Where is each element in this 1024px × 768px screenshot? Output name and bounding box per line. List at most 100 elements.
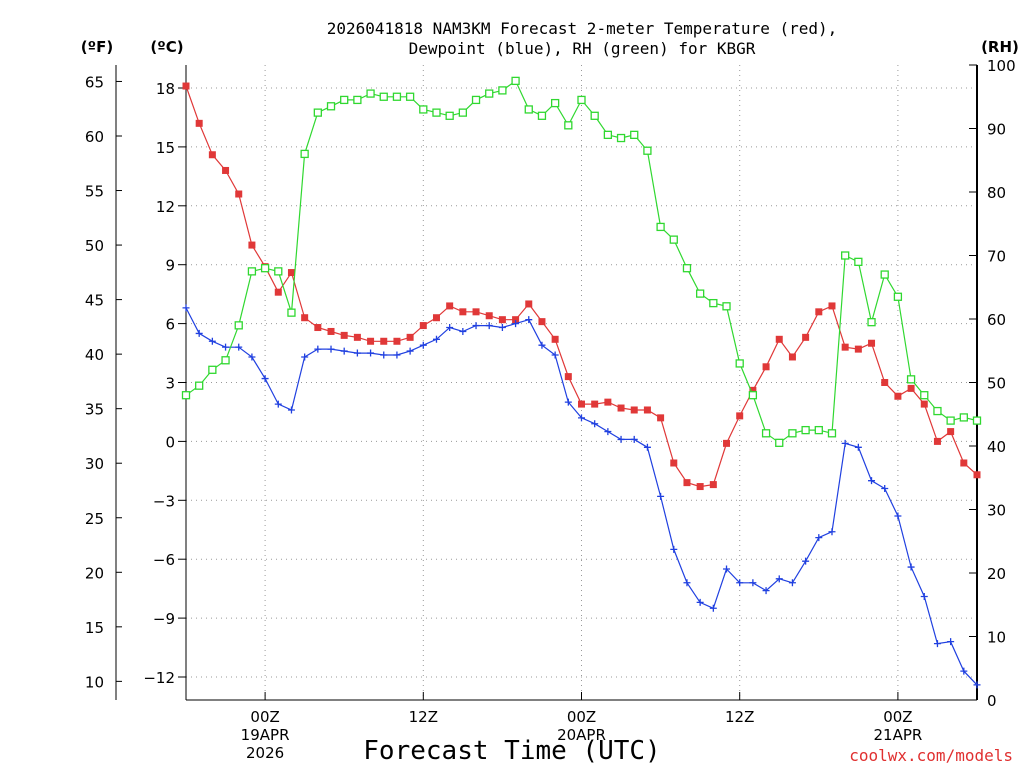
dewpoint-point	[907, 563, 915, 571]
dewpoint-point	[841, 439, 849, 447]
dewpoint-point	[868, 477, 876, 485]
dewpoint-point	[261, 375, 269, 383]
temperature-point	[591, 400, 599, 408]
dewpoint-point	[933, 640, 941, 648]
temperature-point	[815, 308, 823, 316]
rh-tick-label: 40	[987, 438, 1006, 456]
fahrenheit-tick-label: 15	[85, 619, 104, 637]
rh-point	[300, 149, 309, 159]
series-temperature	[182, 82, 981, 491]
temperature-point	[749, 386, 757, 394]
temperature-point	[222, 166, 230, 174]
rh-point	[564, 121, 573, 130]
time-tick-label: 19APR	[241, 726, 290, 744]
temperature-point	[314, 324, 322, 332]
temperature-point	[208, 151, 216, 159]
rh-point	[801, 425, 810, 435]
rh-point	[511, 76, 520, 86]
time-tick-label: 2026	[246, 744, 284, 762]
temperature-point	[643, 406, 651, 414]
series-rh	[181, 76, 982, 447]
rh-point	[234, 321, 243, 330]
rh-point	[775, 438, 784, 447]
rh-point	[735, 359, 744, 368]
temperature-point	[696, 483, 704, 491]
rh-point	[630, 130, 639, 140]
rh-point	[656, 222, 665, 232]
dewpoint-point	[736, 579, 744, 587]
dewpoint-point	[788, 579, 796, 587]
dewpoint-point	[947, 638, 955, 646]
fahrenheit-tick-label: 40	[85, 346, 104, 364]
temperature-point	[406, 333, 414, 341]
rh-point	[287, 308, 296, 317]
rh-tick-label: 90	[987, 121, 1006, 139]
credit-text: coolwx.com/models	[849, 746, 1013, 765]
rh-point	[353, 95, 362, 105]
temperature-point	[340, 331, 348, 339]
temperature-point	[327, 327, 335, 335]
rh-point	[814, 425, 823, 435]
rh-point	[906, 375, 916, 384]
dewpoint-point	[274, 400, 282, 408]
dewpoint-point	[248, 353, 256, 361]
temperature-point	[630, 406, 638, 414]
temperature-point	[432, 314, 440, 322]
dewpoint-point	[380, 351, 388, 359]
dewpoint-point	[920, 593, 928, 601]
time-tick-label: 00Z	[883, 708, 912, 726]
temperature-point	[564, 373, 572, 381]
temperature-point	[512, 316, 520, 324]
fahrenheit-tick-label: 35	[85, 401, 104, 419]
temperature-point	[788, 353, 796, 361]
rh-point	[392, 92, 402, 101]
temperature-point	[459, 308, 467, 316]
fahrenheit-tick-label: 65	[85, 73, 104, 91]
temperature-point	[736, 412, 744, 420]
celsius-tick-label: 0	[165, 433, 175, 451]
temperature-point	[841, 343, 849, 351]
rh-point	[696, 289, 705, 298]
temperature-point	[762, 363, 770, 371]
rh-point	[550, 98, 560, 108]
temperature-point	[195, 119, 203, 127]
temperature-point	[907, 384, 915, 392]
temperature-point	[617, 404, 625, 412]
temperature-point	[301, 314, 309, 322]
rh-point	[313, 108, 322, 117]
dewpoint-point	[314, 345, 322, 353]
temperature-line	[185, 85, 978, 488]
dewpoint-point	[340, 347, 348, 355]
rh-point	[208, 365, 217, 374]
dewpoint-point	[512, 320, 520, 328]
rh-tick-label: 0	[987, 692, 997, 710]
temperature-point	[287, 269, 295, 277]
dewpoint-point	[472, 322, 480, 330]
dewpoint-point	[683, 579, 691, 587]
dewpoint-point	[815, 534, 823, 542]
celsius-tick-label: −6	[153, 551, 175, 569]
rh-point	[709, 298, 718, 308]
rh-point	[419, 105, 428, 114]
temperature-point	[894, 392, 902, 400]
dewpoint-point	[643, 443, 651, 451]
rh-point	[537, 111, 547, 120]
rh-tick-label: 20	[987, 565, 1006, 583]
fahrenheit-axis-ticks: 65 60 55 50 45 40 35 30 25 20 15 10	[85, 73, 122, 691]
celsius-tick-label: −9	[153, 610, 175, 628]
dewpoint-point	[235, 343, 243, 351]
fahrenheit-tick-label: 55	[85, 183, 104, 201]
dewpoint-point	[367, 349, 375, 357]
dewpoint-point	[775, 575, 783, 583]
dewpoint-point	[432, 335, 440, 343]
temperature-point	[973, 471, 981, 479]
temperature-point	[709, 481, 717, 489]
dewpoint-point	[578, 414, 585, 422]
dewpoint-point	[182, 304, 190, 312]
temperature-point	[960, 459, 968, 467]
rh-tick-label: 30	[987, 502, 1006, 520]
dewpoint-point	[749, 579, 757, 587]
rh-tick-label: 100	[987, 57, 1016, 75]
temperature-point	[933, 437, 941, 445]
rh-point	[485, 89, 494, 98]
